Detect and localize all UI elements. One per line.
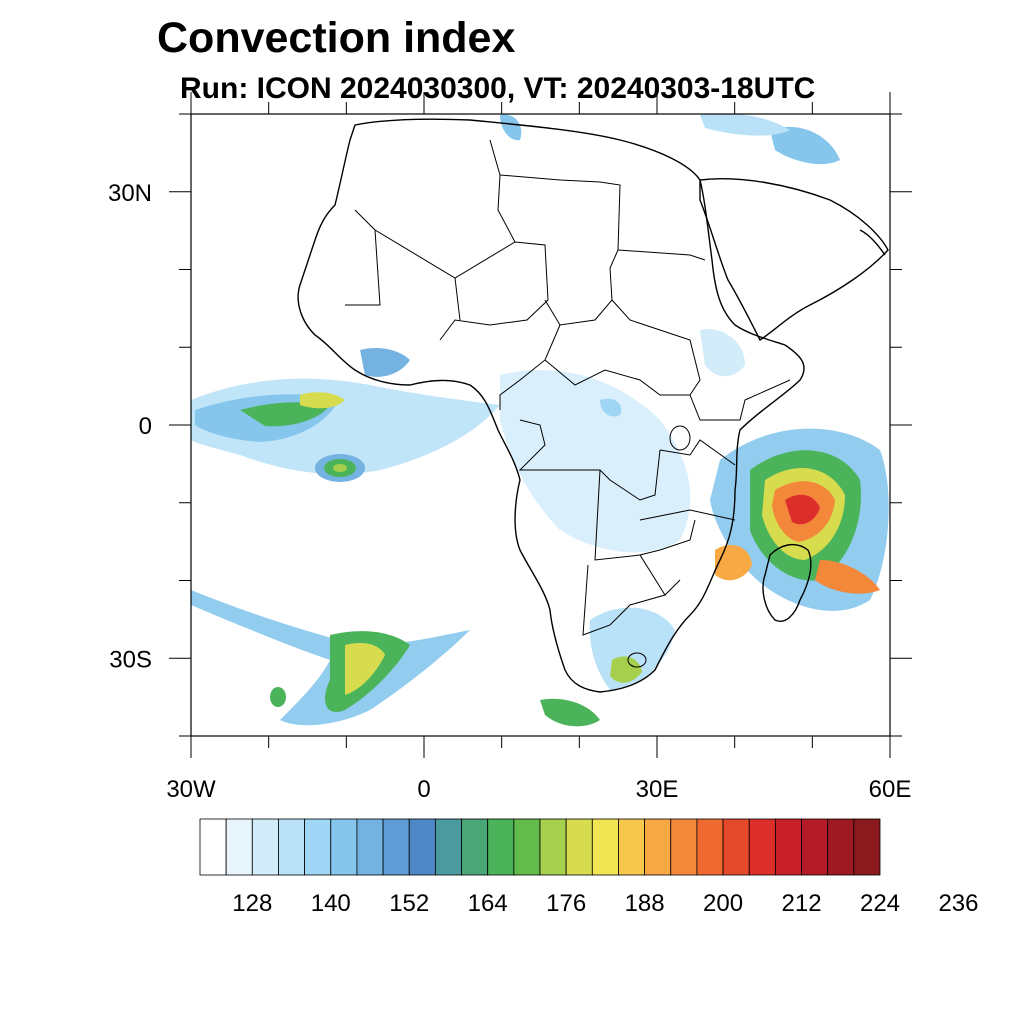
colorbar-swatch <box>382 818 410 876</box>
colorbar-swatch <box>774 818 802 876</box>
map-subtitle: Run: ICON 2024030300, VT: 20240303-18UTC <box>180 72 816 105</box>
colorbar-swatch <box>356 818 384 876</box>
colorbar-swatch <box>539 818 567 876</box>
colorbar-label: 212 <box>782 890 822 917</box>
colorbar-label: 140 <box>311 890 351 917</box>
colorbar-swatch <box>644 818 672 876</box>
y-tick-label: 0 <box>139 413 152 440</box>
colorbar-swatch <box>827 818 855 876</box>
colorbar-swatch <box>565 818 593 876</box>
colorbar-swatch <box>513 818 541 876</box>
colorbar-label: 176 <box>546 890 586 917</box>
colorbar-swatch <box>591 818 619 876</box>
colorbar-swatch <box>199 818 227 876</box>
colorbar-label: 236 <box>938 890 978 917</box>
y-tick-label: 30N <box>108 180 152 207</box>
colorbar-swatch <box>801 818 829 876</box>
colorbar-swatch <box>670 818 698 876</box>
colorbar-swatch <box>330 818 358 876</box>
x-tick-label: 30E <box>636 776 679 803</box>
colorbar-label: 224 <box>860 890 900 917</box>
colorbar-swatch <box>304 818 332 876</box>
colorbar-swatch <box>748 818 776 876</box>
colorbar-swatch <box>278 818 306 876</box>
colorbar: 128 140 152 164 176 188 200 212 224 236 <box>199 818 978 917</box>
x-tick-label: 60E <box>869 776 912 803</box>
coastlines <box>297 118 889 693</box>
colorbar-label: 200 <box>703 890 743 917</box>
colorbar-swatch <box>696 818 724 876</box>
colorbar-swatch <box>461 818 489 876</box>
colorbar-label: 164 <box>468 890 508 917</box>
colorbar-label: 128 <box>232 890 272 917</box>
x-tick-label: 0 <box>417 776 430 803</box>
convection-field <box>191 114 889 727</box>
colorbar-swatch <box>251 818 279 876</box>
colorbar-swatch <box>225 818 253 876</box>
colorbar-label: 188 <box>625 890 665 917</box>
y-tick-label: 30S <box>109 646 152 673</box>
colorbar-swatch <box>434 818 462 876</box>
map-axes: 30W 0 30E 60E 30N 0 30S <box>108 92 912 803</box>
colorbar-swatch <box>853 818 881 876</box>
colorbar-swatch <box>487 818 515 876</box>
colorbar-swatch <box>408 818 436 876</box>
map-title: Convection index <box>157 14 516 62</box>
x-tick-label: 30W <box>166 776 216 803</box>
colorbar-label: 152 <box>389 890 429 917</box>
colorbar-swatch <box>722 818 750 876</box>
country-borders <box>345 139 791 668</box>
colorbar-swatch <box>618 818 646 876</box>
